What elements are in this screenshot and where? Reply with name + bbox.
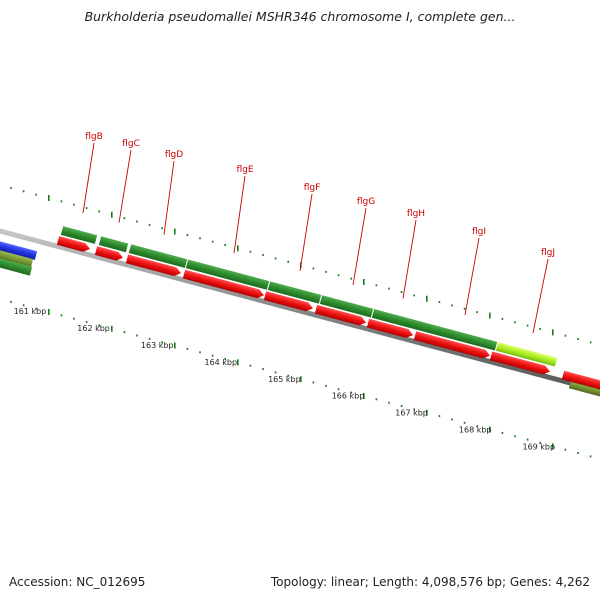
leader-line (118, 149, 132, 223)
gene-label-flgH: flgH (407, 209, 425, 219)
gene-bar-flgE[interactable] (185, 259, 270, 290)
cds-arrow[interactable] (94, 246, 124, 262)
gene-label-flgJ: flgJ (541, 248, 555, 258)
gene-bar-flgD[interactable] (128, 244, 188, 268)
gene-bar-flgG[interactable] (319, 295, 374, 318)
gene-label-flgF: flgF (304, 183, 321, 193)
kbp-label: 169 kbp (522, 443, 555, 452)
topology-text: Topology: linear; Length: 4,098,576 bp; … (270, 575, 590, 589)
feature-bar-green-left[interactable] (0, 257, 33, 276)
cds-arrow[interactable] (56, 236, 91, 253)
cds-arrow[interactable] (263, 291, 314, 312)
gene-bar-flgJ[interactable] (495, 342, 558, 367)
kbp-label: 163 kbp (141, 341, 174, 350)
gene-label-flgE: flgE (236, 165, 253, 175)
gene-label-layer: flgB flgC flgD flgE flgF flgG flgH flgI flgJ (82, 132, 555, 334)
feature-bar-olive-right[interactable] (568, 379, 600, 399)
kbp-label: 161 kbp (14, 307, 47, 316)
kbp-label: 166 kbp (332, 392, 365, 401)
chromosome-backbone (0, 228, 600, 394)
leader-line (163, 160, 175, 235)
leader-line (464, 237, 480, 316)
cds-arrow[interactable] (561, 370, 600, 392)
feature-bar-blue[interactable] (0, 240, 38, 260)
leader-line (299, 193, 313, 272)
cds-arrow[interactable] (413, 331, 491, 360)
leader-line (352, 207, 367, 286)
kbp-label: 167 kbp (395, 409, 428, 418)
gene-bar-flgH-flgI[interactable] (371, 309, 498, 351)
gene-layer[interactable] (0, 226, 600, 399)
gene-label-flgI: flgI (472, 227, 486, 237)
cds-arrow-layer[interactable] (56, 236, 600, 392)
cds-arrow[interactable] (182, 269, 265, 300)
kbp-label: 162 kbp (77, 324, 110, 333)
leader-line (532, 258, 549, 334)
backbone-layer (0, 228, 600, 394)
kbp-label-layer: 161 kbp 162 kbp 163 kbp 164 kbp 165 kbp 166 k… (14, 307, 555, 452)
leader-line (82, 142, 95, 214)
gene-label-flgG: flgG (357, 197, 375, 207)
cds-arrow[interactable] (489, 351, 551, 376)
gene-bar-flgF[interactable] (267, 281, 322, 304)
feature-bar-tan[interactable] (0, 249, 34, 268)
gene-bar-flgB[interactable] (60, 226, 98, 244)
tick-layer (10, 186, 592, 458)
kbp-label: 165 kbp (268, 375, 301, 384)
gene-bar-flgC[interactable] (98, 236, 129, 253)
leader-line (233, 175, 246, 254)
map-title: Burkholderia pseudomallei MSHR346 chromo… (84, 9, 516, 24)
cds-arrow[interactable] (125, 254, 182, 277)
accession-text: Accession: NC_012695 (9, 575, 146, 589)
cds-arrow[interactable] (366, 318, 414, 340)
gene-label-flgC: flgC (122, 139, 140, 149)
cds-arrow[interactable] (314, 304, 367, 327)
leader-line (402, 219, 417, 299)
kbp-label: 164 kbp (204, 358, 237, 367)
kbp-label: 168 kbp (459, 426, 492, 435)
gene-label-flgB: flgB (85, 132, 103, 142)
gene-label-flgD: flgD (165, 150, 183, 160)
